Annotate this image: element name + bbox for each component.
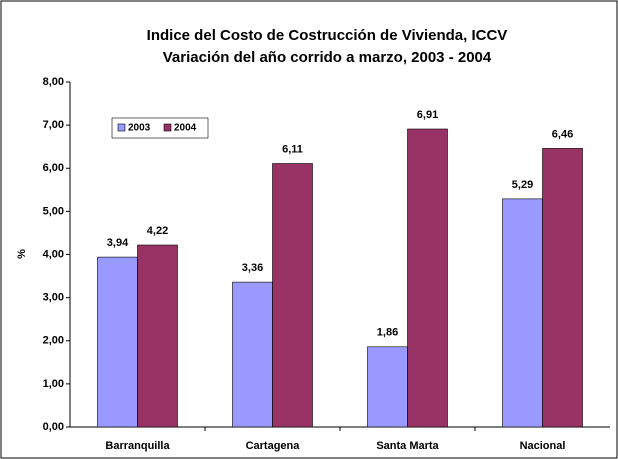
x-tick-label: Santa Marta (376, 440, 439, 452)
legend-label: 2004 (174, 123, 197, 134)
chart-title: Indice del Costo de Costrucción de Vivie… (147, 27, 508, 44)
bar (542, 148, 583, 428)
y-tick-label: 8,00 (43, 76, 64, 88)
bar (137, 244, 178, 428)
y-tick-label: 0,00 (43, 421, 64, 433)
bar (272, 163, 313, 428)
bar (367, 346, 408, 428)
value-label: 6,46 (552, 128, 573, 140)
y-tick-label: 5,00 (43, 205, 64, 217)
y-tick-label: 6,00 (43, 162, 64, 174)
x-tick-label: Barranquilla (105, 440, 170, 452)
x-tick-label: Nacional (520, 440, 566, 452)
y-tick-label: 3,00 (43, 292, 64, 304)
legend-label: 2003 (128, 123, 151, 134)
value-label: 3,94 (107, 237, 129, 249)
y-tick-label: 7,00 (43, 119, 64, 131)
legend-swatch (117, 123, 126, 132)
bar (97, 256, 138, 428)
value-label: 6,91 (417, 109, 438, 121)
value-label: 4,22 (147, 225, 168, 237)
x-tick-label: Cartagena (246, 440, 301, 452)
value-label: 3,36 (242, 262, 263, 274)
y-tick-label: 4,00 (43, 248, 64, 260)
y-axis-label: % (16, 249, 28, 259)
bar (407, 128, 448, 428)
chart-subtitle: Variación del año corrido a marzo, 2003 … (163, 49, 492, 66)
value-label: 5,29 (512, 179, 533, 191)
bar (232, 281, 273, 428)
legend-swatch (163, 123, 172, 132)
y-tick-label: 2,00 (43, 335, 64, 347)
value-label: 6,11 (282, 143, 303, 155)
legend-box (111, 117, 209, 139)
value-label: 1,86 (377, 327, 398, 339)
y-tick-label: 1,00 (43, 378, 64, 390)
bar (502, 198, 543, 428)
